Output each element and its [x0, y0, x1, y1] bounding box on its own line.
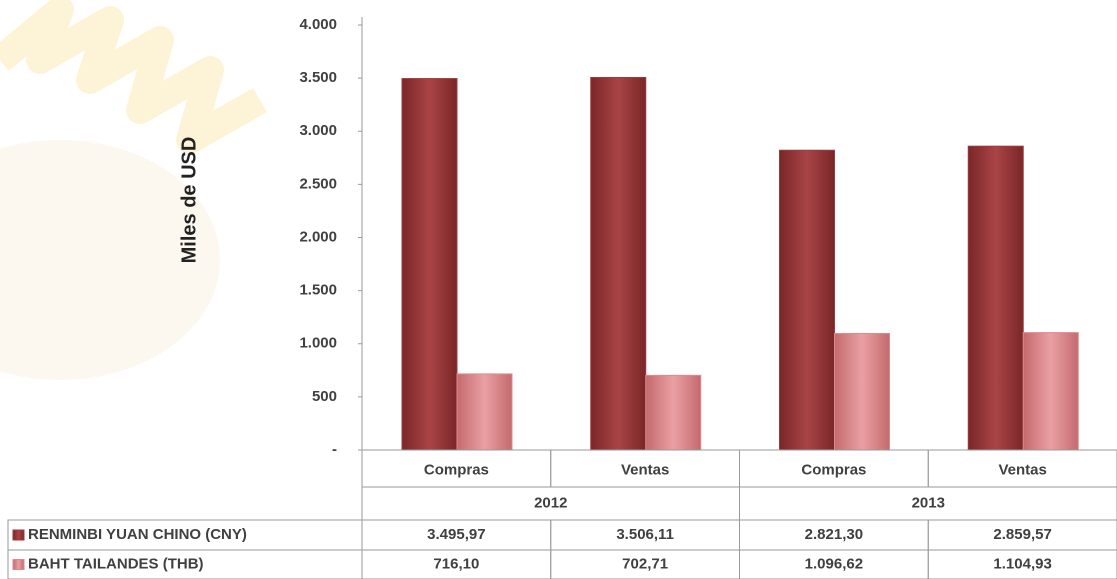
y-tick-label: 2.000: [299, 228, 337, 245]
data-label: 3.506,11: [616, 526, 674, 543]
group-label: 2012: [534, 494, 567, 511]
y-tick-label: 3.000: [299, 122, 337, 139]
y-axis-label: Miles de USD: [178, 137, 200, 264]
y-tick-label: 4.000: [299, 16, 337, 33]
bar: [645, 374, 702, 451]
y-tick-label: 1.000: [299, 335, 337, 352]
y-tick-label: 500: [312, 388, 337, 405]
bar: [401, 78, 458, 451]
legend-swatch: [12, 559, 25, 570]
x-tick-label: Compras: [801, 461, 866, 478]
legend-label: BAHT TAILANDES (THB): [28, 555, 204, 572]
bar: [456, 373, 513, 451]
data-label: 2.859,57: [993, 526, 1051, 543]
table-cell: [927, 549, 1117, 579]
data-label: 716,10: [433, 555, 479, 572]
data-label: 3.495,97: [427, 526, 485, 543]
bar: [1022, 332, 1079, 451]
y-tick-label: 3.500: [299, 69, 337, 86]
x-tick-label: Ventas: [621, 461, 669, 478]
group-label: 2013: [912, 494, 945, 511]
bar: [834, 332, 890, 451]
data-label: 702,71: [622, 555, 668, 572]
bar: [967, 145, 1024, 451]
y-tick-label: -: [332, 441, 337, 458]
bar: [590, 76, 647, 451]
bar: [779, 149, 835, 451]
background-decoration: [0, 140, 220, 380]
data-label: 1.096,62: [805, 555, 863, 572]
legend-label: RENMINBI YUAN CHINO (CNY): [28, 526, 247, 543]
data-label: 1.104,93: [993, 555, 1051, 572]
background-decoration: [0, 0, 267, 154]
x-tick-label: Compras: [424, 461, 489, 478]
legend-swatch: [12, 529, 25, 541]
y-tick-label: 2.500: [299, 175, 337, 192]
data-label: 2.821,30: [805, 526, 863, 543]
y-tick-label: 1.500: [299, 282, 337, 299]
x-tick-label: Ventas: [998, 461, 1046, 478]
